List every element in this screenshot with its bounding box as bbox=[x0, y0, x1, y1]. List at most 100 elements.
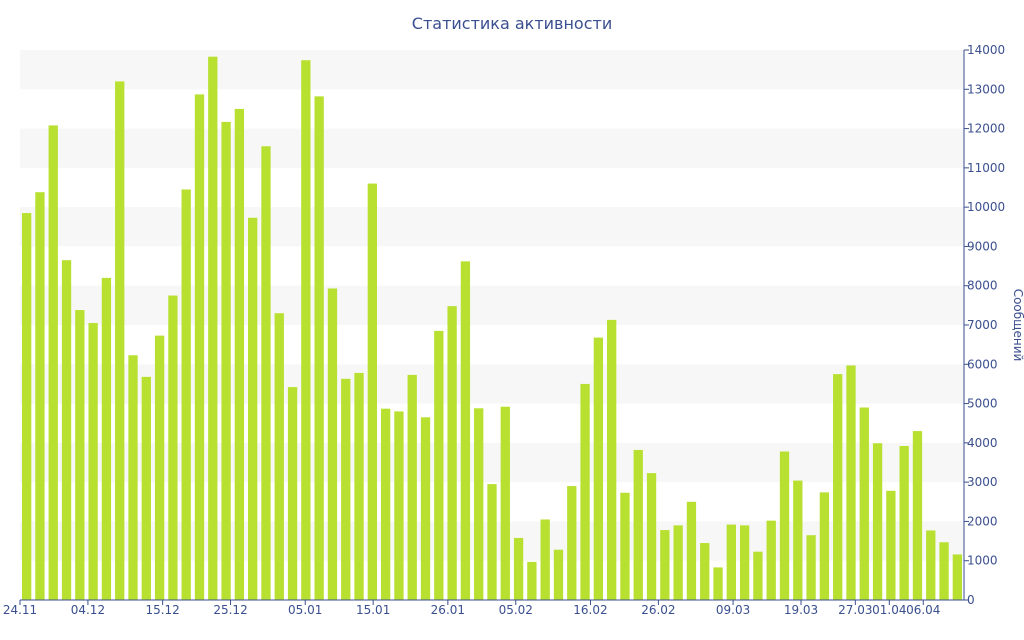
x-tick-label: 27.03 bbox=[838, 603, 872, 617]
bar[interactable] bbox=[48, 125, 58, 600]
bar[interactable] bbox=[726, 524, 736, 600]
bar[interactable] bbox=[713, 567, 723, 600]
y-tick-label: 13000 bbox=[967, 82, 1005, 96]
bar[interactable] bbox=[527, 561, 537, 600]
bar[interactable] bbox=[234, 108, 245, 600]
bar[interactable] bbox=[460, 261, 471, 600]
y-tick-label: 0 bbox=[967, 593, 975, 607]
bar[interactable] bbox=[859, 407, 869, 601]
bar[interactable] bbox=[354, 372, 364, 600]
bar[interactable] bbox=[88, 323, 98, 600]
x-tick-label: 25.12 bbox=[213, 603, 247, 617]
bar[interactable] bbox=[912, 431, 923, 600]
bar[interactable] bbox=[540, 519, 550, 600]
bar[interactable] bbox=[926, 530, 936, 600]
x-tick-label: 24.11 bbox=[3, 603, 37, 617]
bar[interactable] bbox=[620, 492, 630, 600]
bar[interactable] bbox=[367, 183, 377, 601]
grid-band bbox=[20, 207, 964, 247]
x-tick-label: 01.04 bbox=[872, 603, 906, 617]
x-tick-label: 05.02 bbox=[499, 603, 533, 617]
bar[interactable] bbox=[168, 295, 178, 600]
bar[interactable] bbox=[21, 213, 32, 601]
bar[interactable] bbox=[248, 217, 258, 600]
bar[interactable] bbox=[633, 449, 643, 600]
x-tick-label: 06.04 bbox=[906, 603, 940, 617]
bar[interactable] bbox=[101, 277, 112, 600]
bar[interactable] bbox=[35, 192, 45, 600]
bar[interactable] bbox=[939, 542, 949, 600]
x-tick-label: 15.12 bbox=[145, 603, 179, 617]
y-tick-label: 10000 bbox=[967, 200, 1005, 214]
bar[interactable] bbox=[833, 374, 843, 600]
bar[interactable] bbox=[952, 554, 963, 600]
y-tick-label: 1000 bbox=[967, 554, 998, 568]
bar[interactable] bbox=[819, 492, 830, 600]
bar[interactable] bbox=[753, 551, 763, 600]
bar[interactable] bbox=[646, 473, 657, 600]
bar[interactable] bbox=[181, 189, 191, 600]
bar[interactable] bbox=[221, 121, 231, 601]
bar[interactable] bbox=[673, 525, 683, 600]
bar[interactable] bbox=[899, 446, 909, 600]
y-tick-label: 9000 bbox=[967, 239, 998, 253]
bar[interactable] bbox=[420, 417, 431, 600]
bar[interactable] bbox=[194, 94, 205, 601]
x-tick-label: 15.01 bbox=[356, 603, 390, 617]
y-tick-label: 4000 bbox=[967, 436, 998, 450]
bar[interactable] bbox=[380, 408, 391, 600]
bar[interactable] bbox=[407, 374, 417, 600]
bar[interactable] bbox=[886, 490, 896, 600]
y-axis-label: Сообщений bbox=[1011, 288, 1024, 362]
bar[interactable] bbox=[447, 306, 457, 600]
bar[interactable] bbox=[580, 383, 590, 600]
bar[interactable] bbox=[474, 408, 484, 600]
x-tick-label: 19.03 bbox=[784, 603, 818, 617]
bar[interactable] bbox=[301, 60, 311, 600]
bar[interactable] bbox=[141, 376, 151, 600]
bar[interactable] bbox=[154, 335, 165, 600]
y-tick-label: 14000 bbox=[967, 43, 1005, 57]
axes: 0 1000 2000 3000 4000 5000 6000 7000 8000 9000 100… bbox=[3, 43, 1005, 617]
bar[interactable] bbox=[553, 549, 564, 600]
bar[interactable] bbox=[500, 406, 510, 600]
bar[interactable] bbox=[434, 330, 444, 600]
bar-series bbox=[21, 56, 963, 601]
bar[interactable] bbox=[872, 443, 883, 600]
bar[interactable] bbox=[61, 260, 72, 600]
bar[interactable] bbox=[487, 484, 497, 600]
bar[interactable] bbox=[660, 530, 670, 600]
bar[interactable] bbox=[261, 146, 271, 600]
x-tick-label: 26.01 bbox=[431, 603, 465, 617]
bar[interactable] bbox=[115, 81, 125, 600]
bar[interactable] bbox=[607, 319, 617, 600]
x-tick-label: 04.12 bbox=[71, 603, 105, 617]
bar[interactable] bbox=[341, 378, 351, 600]
bar[interactable] bbox=[513, 537, 524, 600]
y-tick-label: 12000 bbox=[967, 122, 1005, 136]
bar[interactable] bbox=[327, 288, 338, 600]
bar[interactable] bbox=[287, 387, 298, 600]
bar[interactable] bbox=[806, 535, 816, 600]
bar[interactable] bbox=[208, 56, 218, 600]
y-tick-label: 7000 bbox=[967, 318, 998, 332]
bar[interactable] bbox=[793, 480, 803, 600]
bar[interactable] bbox=[779, 451, 790, 601]
bar[interactable] bbox=[274, 313, 284, 600]
bar[interactable] bbox=[739, 525, 750, 600]
bar[interactable] bbox=[700, 543, 710, 600]
bar[interactable] bbox=[593, 337, 604, 600]
bar[interactable] bbox=[394, 411, 404, 600]
bar[interactable] bbox=[314, 96, 324, 600]
bar[interactable] bbox=[128, 355, 138, 600]
bar[interactable] bbox=[846, 365, 856, 600]
grid-band bbox=[20, 128, 964, 168]
bar[interactable] bbox=[766, 520, 776, 600]
bar[interactable] bbox=[567, 486, 577, 600]
bar[interactable] bbox=[75, 310, 85, 600]
y-tick-label: 2000 bbox=[967, 514, 998, 528]
y-tick-label: 8000 bbox=[967, 279, 998, 293]
bar[interactable] bbox=[686, 501, 697, 600]
chart-title: Статистика активности bbox=[411, 14, 613, 33]
